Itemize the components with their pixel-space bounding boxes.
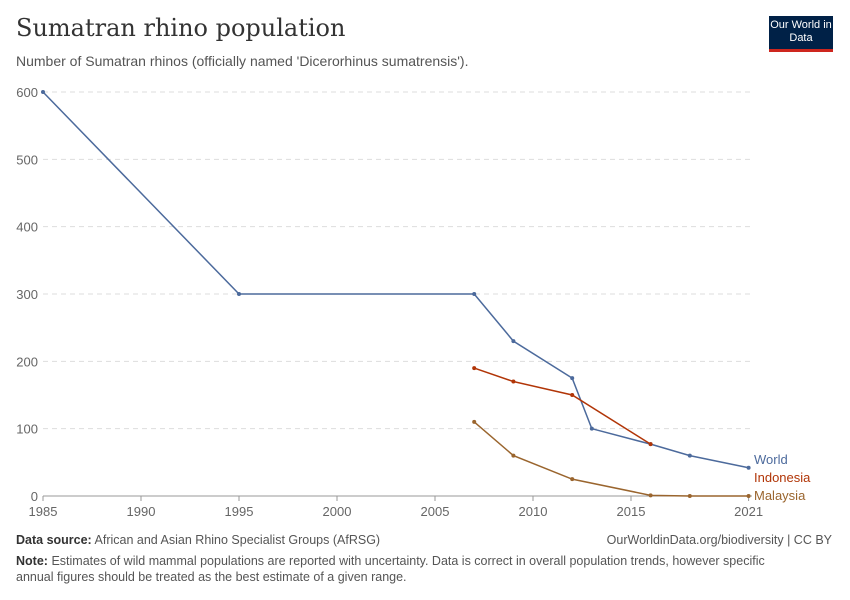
y-tick-label: 0 <box>31 489 38 504</box>
x-tick-label: 1985 <box>29 504 58 519</box>
y-tick-label: 400 <box>16 220 38 235</box>
data-point <box>472 292 477 297</box>
legend-label-indonesia: Indonesia <box>754 470 811 485</box>
chart-subtitle: Number of Sumatran rhinos (officially na… <box>16 53 469 69</box>
series-line-malaysia <box>473 421 749 497</box>
data-point <box>648 442 653 447</box>
y-tick-label: 100 <box>16 422 38 437</box>
source-text[interactable]: African and Asian Rhino Specialist Group… <box>94 533 381 547</box>
y-tick-label: 200 <box>16 354 38 369</box>
note-label: Note: <box>16 554 48 568</box>
x-tick-label: 2010 <box>519 504 548 519</box>
data-point <box>511 453 516 458</box>
y-tick-label: 300 <box>16 287 38 302</box>
y-tick-label: 600 <box>16 85 38 100</box>
data-point <box>511 339 516 344</box>
source-label: Data source: <box>16 533 92 547</box>
data-point <box>237 292 241 297</box>
note-text: Estimates of wild mammal populations are… <box>16 554 765 584</box>
y-tick-label: 500 <box>16 152 38 167</box>
legend-label-malaysia: Malaysia <box>754 488 806 503</box>
data-point <box>570 393 575 398</box>
data-point <box>687 494 692 498</box>
x-tick-label: 2005 <box>421 504 450 519</box>
owid-logo[interactable]: Our World in Data <box>769 16 833 52</box>
x-tick-label: 2021 <box>734 504 763 519</box>
data-point <box>472 419 477 424</box>
note: Note: Estimates of wild mammal populatio… <box>16 553 796 585</box>
data-point <box>746 494 751 498</box>
data-point <box>41 90 45 95</box>
series-line-world <box>42 91 749 469</box>
data-point <box>648 493 653 498</box>
x-tick-label: 1995 <box>225 504 254 519</box>
legend-label-world: World <box>754 452 788 467</box>
data-point <box>570 376 575 381</box>
data-point <box>687 453 692 458</box>
x-tick-label: 2000 <box>323 504 352 519</box>
series-line-indonesia <box>473 367 651 445</box>
data-point <box>746 465 751 470</box>
x-tick-label: 2015 <box>617 504 646 519</box>
x-tick-label: 1990 <box>127 504 156 519</box>
data-point <box>472 366 477 371</box>
data-source: Data source: African and Asian Rhino Spe… <box>16 533 380 547</box>
data-point <box>589 426 594 431</box>
source-url[interactable]: OurWorldinData.org/biodiversity | CC BY <box>606 533 832 547</box>
data-point <box>570 477 575 482</box>
chart-title: Sumatran rhino population <box>16 14 346 42</box>
data-point <box>511 379 516 384</box>
